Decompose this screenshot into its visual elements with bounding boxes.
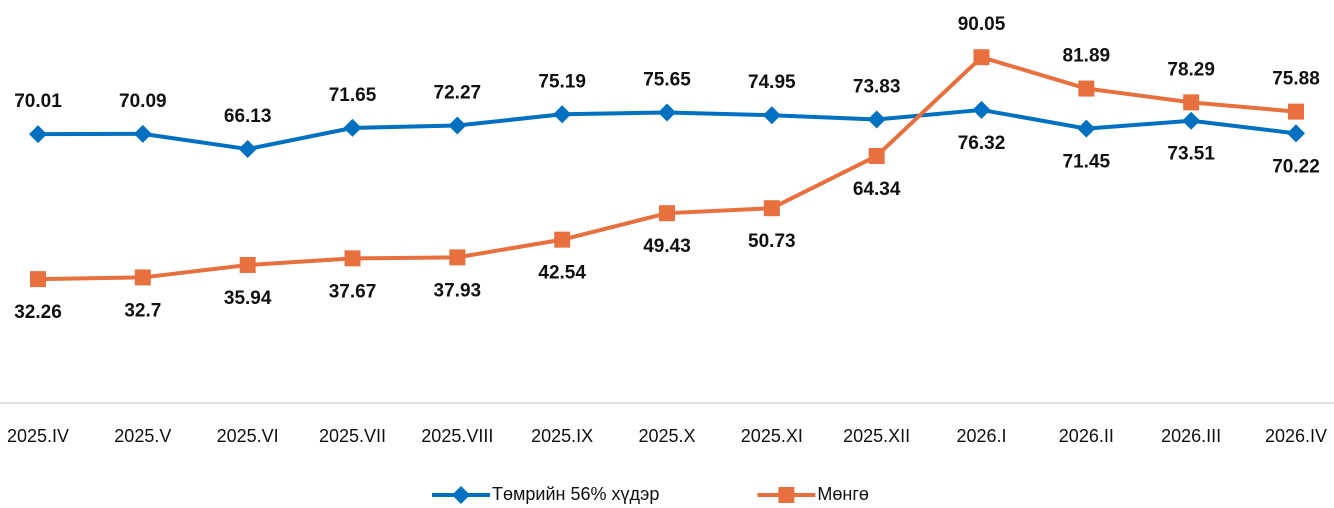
data-point — [344, 250, 361, 267]
data-label: 72.27 — [434, 82, 482, 103]
x-tick-label: 2025.V — [114, 426, 171, 446]
data-point — [29, 125, 47, 144]
data-label: 75.19 — [538, 71, 586, 92]
data-label: 76.32 — [958, 133, 1006, 154]
data-label: 37.93 — [434, 280, 482, 301]
data-point — [868, 147, 885, 164]
data-label: 70.01 — [14, 91, 62, 112]
data-point — [1288, 103, 1304, 120]
data-label: 75.88 — [1272, 69, 1320, 90]
data-label: 42.54 — [538, 263, 586, 284]
data-label: 70.22 — [1272, 156, 1320, 177]
data-point — [449, 249, 466, 266]
x-tick-label: 2025.XI — [741, 426, 803, 446]
data-point — [553, 105, 572, 124]
data-label: 71.45 — [1063, 152, 1111, 173]
data-label: 66.13 — [224, 106, 272, 127]
x-tick-label: 2025.VII — [319, 426, 386, 446]
data-label: 78.29 — [1167, 59, 1215, 80]
data-point — [1182, 111, 1201, 130]
data-point — [238, 140, 257, 159]
data-label: 35.94 — [224, 288, 272, 309]
x-tick-label: 2025.XII — [843, 426, 910, 446]
data-point — [659, 205, 675, 222]
data-point — [343, 118, 362, 137]
legend-marker — [778, 487, 795, 503]
data-point — [30, 271, 46, 288]
data-point — [554, 231, 571, 248]
data-label: 73.83 — [853, 77, 901, 98]
legend-label: Мөнгө — [817, 484, 869, 504]
x-tick-label: 2026.II — [1059, 426, 1114, 446]
x-tick-label: 2025.IV — [7, 426, 69, 446]
data-point — [448, 116, 467, 135]
data-label: 74.95 — [748, 72, 796, 93]
x-tick-label: 2025.IX — [531, 426, 593, 446]
data-label: 37.67 — [329, 281, 377, 302]
data-point — [658, 103, 676, 122]
data-point — [1078, 80, 1095, 97]
x-tick-label: 2026.III — [1161, 426, 1221, 446]
data-label: 64.34 — [853, 179, 901, 200]
x-tick-label: 2026.I — [956, 426, 1006, 446]
data-label: 32.26 — [14, 302, 62, 323]
data-point — [762, 106, 781, 125]
data-point — [133, 124, 152, 143]
x-tick-label: 2026.IV — [1265, 426, 1327, 446]
data-label: 32.7 — [124, 300, 161, 321]
data-label: 50.73 — [748, 231, 796, 252]
legend-marker — [452, 486, 470, 504]
data-label: 49.43 — [643, 236, 691, 257]
data-label: 75.65 — [643, 70, 691, 91]
data-label: 73.51 — [1167, 144, 1215, 165]
data-label: 70.09 — [119, 91, 167, 112]
x-tick-label: 2025.X — [638, 426, 695, 446]
data-label: 90.05 — [958, 14, 1006, 35]
x-tick-label: 2025.VI — [217, 426, 279, 446]
data-point — [867, 110, 886, 129]
data-point — [1077, 119, 1096, 138]
data-point — [134, 269, 151, 286]
data-label: 81.89 — [1063, 46, 1111, 67]
data-point — [763, 200, 780, 217]
data-point — [1287, 124, 1305, 143]
legend-label: Төмрийн 56% хүдэр — [492, 484, 659, 504]
x-tick-label: 2025.VIII — [421, 426, 493, 446]
data-point — [239, 256, 256, 273]
data-point — [972, 100, 991, 119]
data-label: 71.65 — [329, 85, 377, 106]
data-point — [973, 49, 990, 66]
data-point — [1183, 94, 1200, 111]
